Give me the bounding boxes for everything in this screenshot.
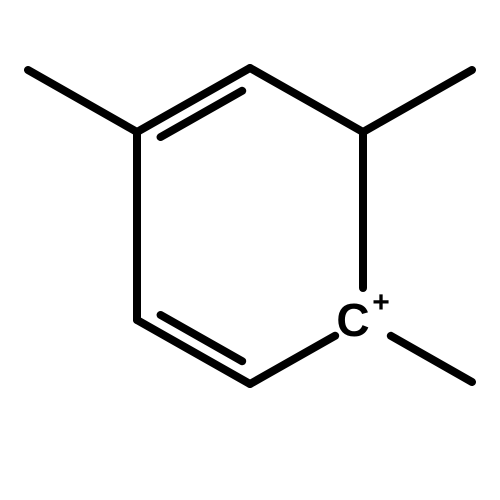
- bond-line: [28, 70, 137, 132]
- bond-line: [363, 70, 472, 132]
- bond-line: [250, 336, 335, 384]
- charge-label: +: [372, 286, 390, 319]
- carbon-label: C: [336, 294, 369, 346]
- molecule-diagram: C+: [0, 0, 500, 500]
- bond-line: [391, 336, 472, 382]
- bond-line: [250, 68, 363, 132]
